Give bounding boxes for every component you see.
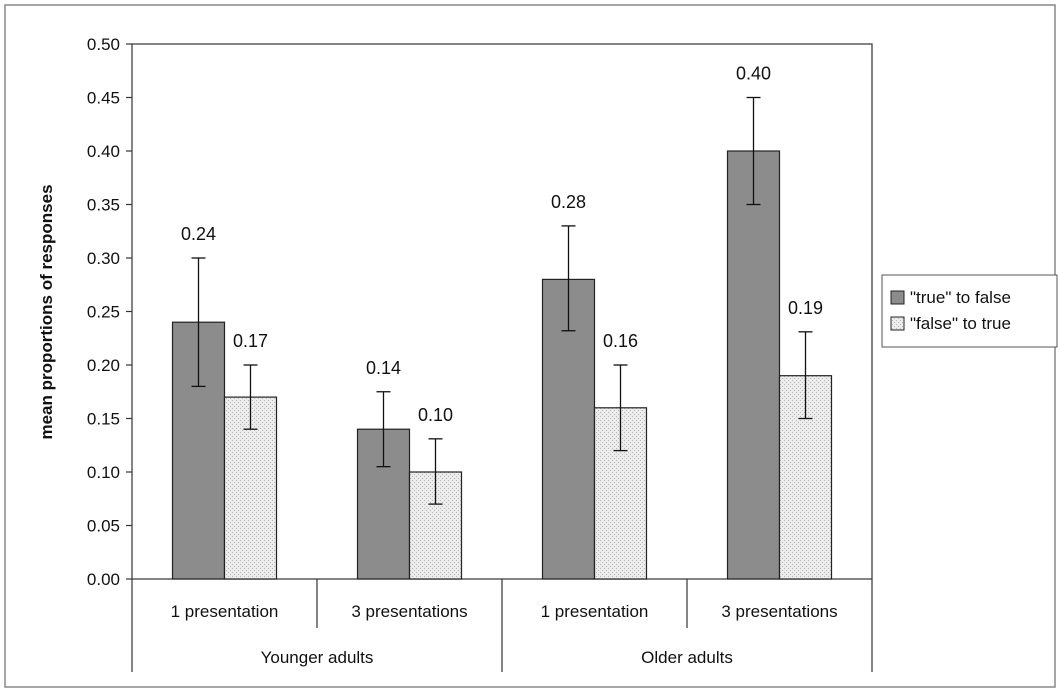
- y-tick-label: 0.40: [87, 142, 120, 161]
- y-tick-label: 0.10: [87, 463, 120, 482]
- legend: "true" to false "false" to true: [881, 274, 1058, 348]
- bar-true-to-false: [726, 150, 781, 580]
- data-label: 0.16: [603, 331, 638, 351]
- bar-false-to-true: [223, 396, 278, 580]
- data-label: 0.19: [788, 298, 823, 318]
- legend-entry: "false" to true: [910, 314, 1011, 333]
- data-label: 0.10: [418, 405, 453, 425]
- data-label: 0.17: [233, 331, 268, 351]
- data-label: 0.40: [736, 64, 771, 84]
- x-group-label: Younger adults: [261, 648, 374, 667]
- x-category-label: 1 presentation: [171, 602, 279, 621]
- legend-box: [881, 274, 1058, 348]
- x-category-label: 1 presentation: [541, 602, 649, 621]
- y-tick-label: 0.30: [87, 249, 120, 268]
- x-category-label: 3 presentations: [351, 602, 467, 621]
- y-tick-label: 0.05: [87, 517, 120, 536]
- y-tick-label: 0.35: [87, 196, 120, 215]
- y-tick-label: 0.00: [87, 570, 120, 589]
- data-label: 0.28: [551, 192, 586, 212]
- y-tick-label: 0.25: [87, 303, 120, 322]
- y-tick-label: 0.50: [87, 35, 120, 54]
- data-label: 0.24: [181, 224, 216, 244]
- x-category-label: 3 presentations: [721, 602, 837, 621]
- y-tick-label: 0.45: [87, 89, 120, 108]
- y-tick-label: 0.20: [87, 356, 120, 375]
- y-axis-label: mean proportions of responses: [37, 184, 56, 439]
- legend-swatch: [890, 316, 905, 331]
- x-group-label: Older adults: [641, 648, 733, 667]
- data-label: 0.14: [366, 358, 401, 378]
- legend-swatch: [890, 290, 905, 305]
- y-tick-label: 0.15: [87, 410, 120, 429]
- legend-entry: "true" to false: [910, 288, 1011, 307]
